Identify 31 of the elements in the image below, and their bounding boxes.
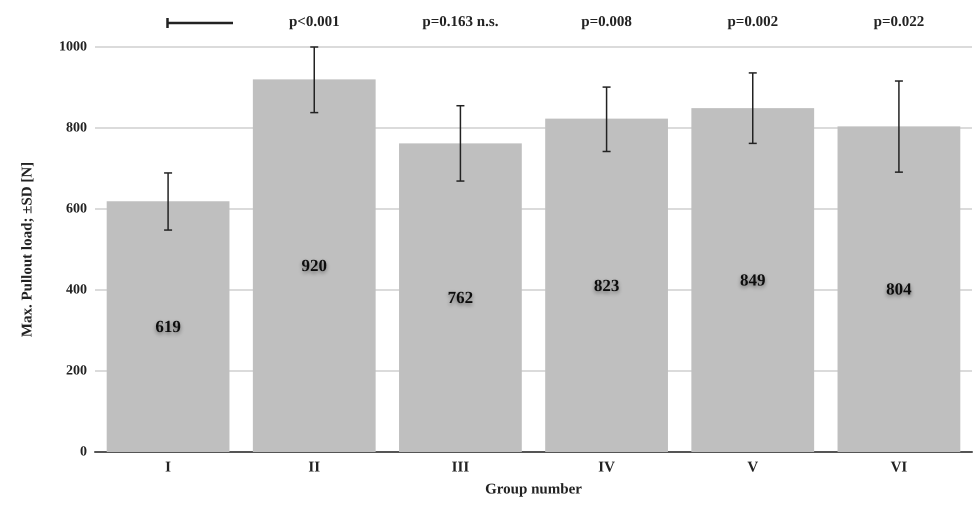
y-tick-label: 600 — [66, 202, 87, 216]
y-axis-title: Max. Pullout load; ±SD [N] — [20, 162, 36, 338]
x-tick-label: VI — [890, 460, 908, 476]
text: p=0.008 — [581, 14, 632, 30]
bar — [106, 201, 230, 452]
bar — [691, 108, 814, 452]
y-tick-label: 800 — [66, 120, 87, 136]
bar — [545, 118, 668, 452]
y-tick-label: 0 — [80, 444, 87, 460]
text: p=0.163 n.s. — [422, 14, 499, 30]
x-axis-title: Group number — [485, 482, 582, 498]
y-tick-label: 200 — [66, 364, 87, 378]
x-tick-label: II — [308, 460, 320, 476]
text: p<0.001 — [288, 14, 340, 30]
data-label: 849 — [740, 270, 766, 290]
x-tick-label: I — [165, 460, 172, 476]
data-label: 619 — [155, 317, 181, 336]
y-tick-label: 400 — [66, 282, 87, 298]
bar — [252, 79, 376, 452]
bar — [399, 143, 522, 452]
bar — [838, 126, 960, 452]
x-tick-label: III — [452, 460, 470, 476]
text: p=0.022 — [874, 14, 924, 30]
x-tick-label: IV — [598, 460, 616, 476]
data-label: 762 — [448, 288, 474, 308]
x-tick-label: V — [747, 460, 758, 476]
y-tick-label: 1000 — [59, 40, 87, 54]
data-label: 823 — [594, 276, 620, 295]
data-label: 920 — [302, 256, 327, 276]
text: p=0.002 — [727, 14, 778, 30]
data-label: 804 — [886, 280, 912, 299]
